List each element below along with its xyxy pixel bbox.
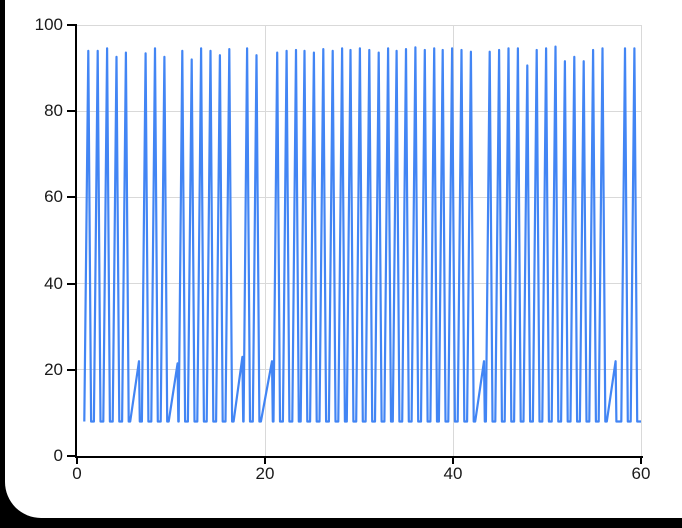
y-tick-label: 60 [44, 187, 63, 207]
y-tick-mark [67, 196, 77, 199]
y-tick-label: 100 [34, 15, 63, 34]
v-gridline [640, 25, 642, 456]
h-gridline [77, 24, 641, 26]
x-tick-label: 0 [72, 464, 82, 483]
y-tick-mark [67, 24, 77, 26]
y-tick-mark [67, 110, 77, 113]
line-series [83, 45, 641, 423]
x-tick-mark [640, 458, 642, 464]
x-tick-label: 40 [443, 464, 463, 483]
x-tick-label: 60 [631, 464, 651, 483]
y-tick-mark [67, 455, 77, 457]
x-tick-mark [264, 458, 266, 464]
plot-area [77, 24, 642, 456]
x-tick-label: 20 [255, 464, 275, 483]
y-tick-label: 80 [44, 101, 63, 121]
y-tick-label: 40 [44, 273, 63, 293]
h-gridline [77, 283, 641, 285]
x-axis-line [75, 456, 643, 458]
x-tick-mark [76, 458, 78, 464]
y-tick-label: 20 [44, 359, 63, 379]
v-gridline [264, 25, 266, 456]
x-tick-mark [452, 458, 454, 464]
y-tick-mark [67, 282, 77, 285]
y-tick-label: 0 [53, 446, 63, 465]
y-axis-line [75, 25, 77, 458]
y-tick-mark [67, 368, 77, 371]
h-gridline [77, 369, 641, 371]
series-spike-wave [83, 45, 641, 423]
